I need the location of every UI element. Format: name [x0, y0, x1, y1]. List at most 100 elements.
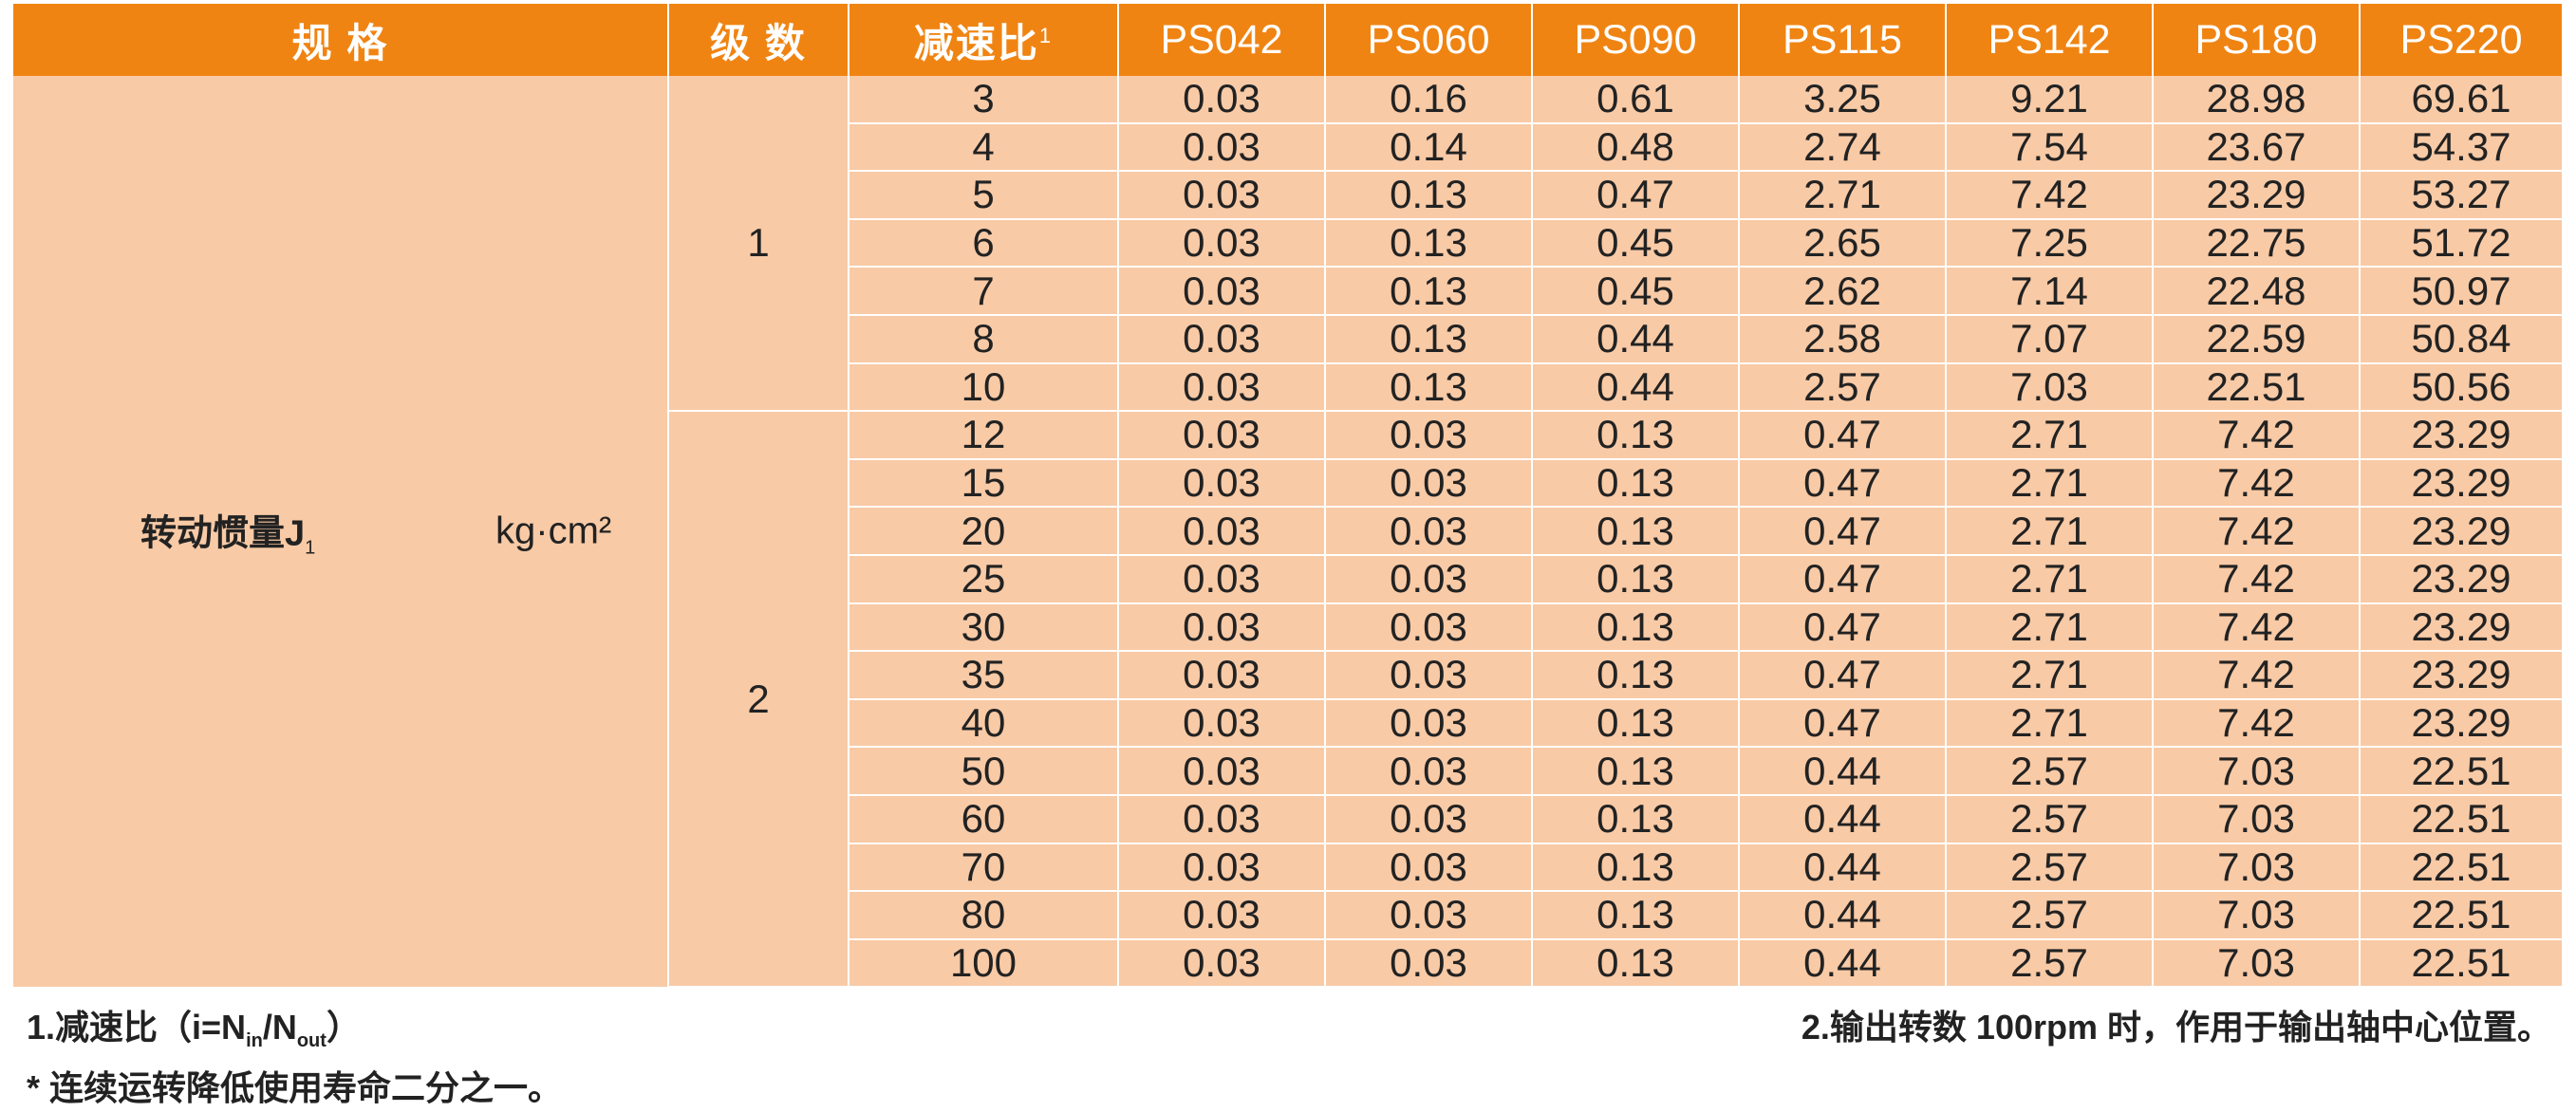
inertia-value-cell: 2.71	[1946, 554, 2154, 604]
table-row: 5 0.03 0.13 0.47 2.71 7.42 23.29 53.27	[13, 171, 2564, 220]
inertia-value-cell: 2.57	[1739, 362, 1947, 413]
table-row: 10 0.03 0.13 0.44 2.57 7.03 22.51 50.56	[13, 362, 2564, 413]
inertia-value-cell: 0.14	[1325, 122, 1533, 173]
inertia-value-cell: 2.74	[1739, 122, 1947, 173]
spec-name: 转动惯量J1	[140, 504, 315, 560]
inertia-value-cell: 7.03	[2153, 891, 2361, 940]
table-row: 8 0.03 0.13 0.44 2.58 7.07 22.59 50.84	[13, 314, 2564, 364]
ratio-cell: 4	[849, 122, 1119, 173]
inertia-value-cell: 23.67	[2153, 122, 2361, 173]
footnotes-left: 1.减速比（i=Nin/Nout） * 连续运转降低使用寿命二分之一。	[27, 1004, 562, 1112]
inertia-value-cell: 22.59	[2153, 314, 2361, 364]
inertia-value-cell: 2.57	[1946, 794, 2154, 844]
table-row: 2 12 0.03 0.03 0.13 0.47 2.71 7.42 23.29	[13, 410, 2564, 989]
inertia-value-cell: 22.51	[2153, 362, 2361, 413]
stage-cell: 2	[668, 410, 849, 989]
inertia-value-cell: 0.13	[1325, 362, 1533, 413]
inertia-value-cell: 0.03	[1118, 362, 1326, 413]
header-ratio-footnote: 1	[1038, 23, 1054, 47]
inertia-value-cell: 0.47	[1739, 410, 1947, 460]
header-model-6: PS220	[2360, 4, 2564, 76]
ratio-cell: 50	[849, 747, 1119, 796]
inertia-value-cell: 23.29	[2360, 554, 2564, 604]
inertia-value-cell: 69.61	[2360, 76, 2564, 124]
inertia-value-cell: 23.29	[2360, 698, 2564, 749]
inertia-value-cell: 0.44	[1739, 938, 1947, 989]
footnote-ratio: 1.减速比（i=Nin/Nout）	[27, 1004, 562, 1065]
inertia-value-cell: 23.29	[2360, 602, 2564, 653]
inertia-value-cell: 0.44	[1739, 794, 1947, 844]
inertia-value-cell: 50.56	[2360, 362, 2564, 413]
inertia-value-cell: 7.42	[2153, 410, 2361, 460]
header-model-5: PS180	[2153, 4, 2361, 76]
inertia-value-cell: 0.13	[1532, 843, 1740, 893]
inertia-value-cell: 23.29	[2360, 507, 2564, 556]
inertia-value-cell: 0.03	[1325, 651, 1533, 700]
spec-name-text: 转动惯量J	[140, 513, 306, 554]
ratio-cell: 6	[849, 218, 1119, 269]
inertia-value-cell: 2.57	[1946, 747, 2154, 796]
table-row: 20 0.03 0.03 0.13 0.47 2.71 7.42 23.29	[13, 507, 2564, 556]
inertia-value-cell: 0.13	[1532, 651, 1740, 700]
inertia-value-cell: 0.44	[1739, 891, 1947, 940]
header-stage: 级 数	[668, 4, 849, 76]
table-header-row: 规 格 级 数 减速比1 PS042 PS060 PS090 PS115 PS142 PS…	[13, 4, 2564, 76]
spec-name-subscript: 1	[305, 537, 316, 559]
table-row: 6 0.03 0.13 0.45 2.65 7.25 22.75 51.72	[13, 218, 2564, 269]
table-row: 60 0.03 0.03 0.13 0.44 2.57 7.03 22.51	[13, 794, 2564, 844]
inertia-value-cell: 7.42	[2153, 602, 2361, 653]
footnote-ratio-in: in	[246, 1030, 263, 1052]
table-row: 50 0.03 0.03 0.13 0.44 2.57 7.03 22.51	[13, 747, 2564, 796]
inertia-value-cell: 0.03	[1118, 267, 1326, 316]
inertia-value-cell: 0.61	[1532, 76, 1740, 124]
ratio-cell: 70	[849, 843, 1119, 893]
inertia-value-cell: 22.51	[2360, 794, 2564, 844]
header-ratio-label: 减速比	[913, 20, 1039, 65]
footnote-ratio-out: out	[296, 1030, 327, 1052]
inertia-value-cell: 0.47	[1532, 171, 1740, 220]
inertia-value-cell: 7.42	[2153, 698, 2361, 749]
table-row: 转动惯量J1 kg·cm² 1 3 0.03 0.16 0.61 3.25 9.21 28.98 6…	[13, 76, 2564, 988]
ratio-cell: 5	[849, 171, 1119, 220]
ratio-cell: 25	[849, 554, 1119, 604]
header-ratio: 减速比1	[849, 4, 1119, 76]
inertia-value-cell: 0.45	[1532, 267, 1740, 316]
inertia-value-cell: 54.37	[2360, 122, 2564, 173]
inertia-value-cell: 0.44	[1532, 362, 1740, 413]
inertia-value-cell: 0.03	[1118, 171, 1326, 220]
inertia-value-cell: 0.03	[1118, 410, 1326, 460]
inertia-value-cell: 3.25	[1739, 76, 1947, 124]
header-model-4: PS142	[1946, 4, 2154, 76]
inertia-value-cell: 7.42	[2153, 507, 2361, 556]
inertia-value-cell: 0.03	[1118, 938, 1326, 989]
footnote-lifetime: * 连续运转降低使用寿命二分之一。	[27, 1068, 563, 1108]
inertia-value-cell: 7.42	[1946, 171, 2154, 220]
table-row: 25 0.03 0.03 0.13 0.47 2.71 7.42 23.29	[13, 554, 2564, 604]
ratio-cell: 10	[849, 362, 1119, 413]
inertia-value-cell: 0.03	[1118, 218, 1326, 269]
ratio-cell: 7	[849, 267, 1119, 316]
inertia-value-cell: 0.03	[1118, 698, 1326, 749]
inertia-value-cell: 0.03	[1118, 314, 1326, 364]
inertia-value-cell: 0.13	[1532, 602, 1740, 653]
table-row: 35 0.03 0.03 0.13 0.47 2.71 7.42 23.29	[13, 651, 2564, 700]
ratio-cell: 8	[849, 314, 1119, 364]
header-model-2: PS090	[1532, 4, 1740, 76]
ratio-cell: 3	[849, 76, 1119, 124]
inertia-value-cell: 9.21	[1946, 76, 2154, 124]
inertia-value-cell: 0.03	[1325, 938, 1533, 989]
inertia-value-cell: 0.03	[1118, 602, 1326, 653]
inertia-value-cell: 0.03	[1325, 507, 1533, 556]
inertia-value-cell: 0.47	[1739, 651, 1947, 700]
inertia-value-cell: 0.03	[1118, 843, 1326, 893]
inertia-value-cell: 22.75	[2153, 218, 2361, 269]
inertia-value-cell: 7.03	[2153, 794, 2361, 844]
inertia-value-cell: 7.03	[2153, 938, 2361, 989]
inertia-value-cell: 0.03	[1118, 891, 1326, 940]
inertia-value-cell: 0.03	[1325, 843, 1533, 893]
inertia-value-cell: 22.51	[2360, 843, 2564, 893]
inertia-value-cell: 50.97	[2360, 267, 2564, 316]
inertia-value-cell: 0.03	[1118, 458, 1326, 509]
inertia-value-cell: 0.13	[1532, 794, 1740, 844]
header-spec: 规 格	[13, 4, 669, 76]
